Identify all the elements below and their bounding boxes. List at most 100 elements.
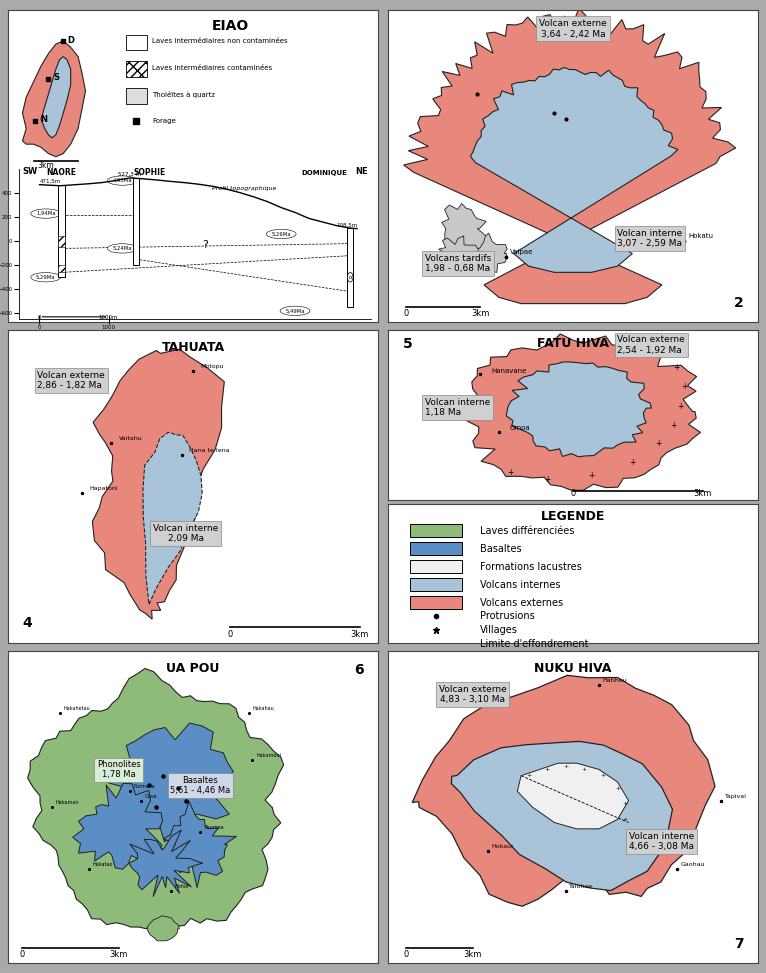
Text: 3km: 3km: [693, 489, 712, 498]
Polygon shape: [506, 362, 651, 456]
Text: Volcan interne
3,07 - 2,59 Ma: Volcan interne 3,07 - 2,59 Ma: [617, 229, 683, 248]
Text: 1: 1: [354, 296, 364, 309]
Text: Omoa: Omoa: [510, 425, 531, 431]
Text: EIAO: EIAO: [211, 19, 249, 33]
Text: +: +: [414, 651, 421, 657]
Text: Hakahau: Hakahau: [252, 706, 274, 711]
Polygon shape: [404, 9, 735, 304]
Text: N: N: [40, 115, 47, 125]
Text: Taiohae: Taiohae: [569, 884, 594, 889]
Text: Phonolites
1,78 Ma: Phonolites 1,78 Ma: [97, 760, 141, 779]
Text: Hakatao: Hakatao: [93, 862, 113, 867]
Bar: [410, 560, 462, 573]
Text: Hatiheu: Hatiheu: [603, 678, 627, 683]
Text: +: +: [581, 767, 587, 772]
Text: Protrusions: Protrusions: [480, 611, 535, 622]
Text: UA HUKA: UA HUKA: [542, 20, 604, 34]
Text: 3km: 3km: [110, 950, 128, 959]
Bar: [126, 35, 146, 51]
Text: +: +: [681, 381, 687, 390]
Text: 0: 0: [228, 630, 233, 638]
Polygon shape: [155, 801, 237, 887]
Text: Volcans tardifs
1,98 - 0,68 Ma: Volcans tardifs 1,98 - 0,68 Ma: [424, 254, 491, 273]
Text: +: +: [600, 774, 605, 778]
Polygon shape: [41, 56, 70, 138]
Text: +: +: [655, 439, 661, 449]
Text: 2: 2: [734, 296, 744, 309]
Text: LEGENDE: LEGENDE: [541, 510, 605, 523]
Text: Vaipae: Vaipae: [510, 248, 533, 255]
Polygon shape: [442, 203, 486, 255]
Text: Limite d'effondrement: Limite d'effondrement: [480, 639, 589, 649]
Text: 0: 0: [20, 950, 25, 959]
Text: +: +: [526, 774, 531, 778]
Text: Tholéïtes à quartz: Tholéïtes à quartz: [152, 90, 215, 97]
Text: Hapatoni: Hapatoni: [89, 486, 118, 490]
Bar: [126, 88, 146, 103]
Text: 0: 0: [404, 309, 409, 318]
Text: Volcan externe
4,83 - 3,10 Ma: Volcan externe 4,83 - 3,10 Ma: [439, 685, 507, 704]
Text: Hane: Hane: [662, 227, 680, 233]
Text: TAHUATA: TAHUATA: [162, 342, 224, 354]
Text: 5: 5: [402, 337, 412, 351]
Polygon shape: [73, 783, 162, 869]
Text: Vaitahu: Vaitahu: [119, 436, 142, 441]
Text: Laves intermédiaires non contaminées: Laves intermédiaires non contaminées: [152, 38, 288, 44]
Text: Volcans internes: Volcans internes: [480, 580, 561, 590]
Polygon shape: [105, 723, 234, 842]
Polygon shape: [148, 916, 179, 941]
Text: Volcans externes: Volcans externes: [480, 597, 564, 607]
Text: +: +: [677, 402, 684, 411]
Polygon shape: [22, 41, 86, 157]
Text: Volcan interne
2,09 Ma: Volcan interne 2,09 Ma: [153, 524, 218, 543]
Text: +: +: [459, 651, 465, 657]
Text: Hakamoui: Hakamoui: [256, 753, 281, 758]
Text: Forage: Forage: [152, 118, 176, 124]
Text: Oave: Oave: [145, 794, 158, 799]
Text: Formations lacustres: Formations lacustres: [480, 561, 582, 571]
Text: Basaltes: Basaltes: [480, 544, 522, 554]
Text: 3km: 3km: [38, 161, 54, 169]
Text: FATU HIVA: FATU HIVA: [537, 337, 609, 350]
Polygon shape: [470, 67, 678, 272]
Bar: [410, 596, 462, 609]
Text: S: S: [53, 73, 59, 82]
Text: NUKU HIVA: NUKU HIVA: [535, 662, 612, 674]
Text: +: +: [588, 471, 594, 481]
Text: UA POU: UA POU: [166, 662, 220, 674]
Text: +: +: [622, 802, 627, 807]
Text: +: +: [655, 347, 661, 357]
Bar: [126, 61, 146, 77]
Bar: [410, 542, 462, 555]
Text: +: +: [507, 468, 513, 477]
Text: 7: 7: [734, 937, 744, 951]
Text: Hakahetau: Hakahetau: [64, 706, 90, 711]
Text: 3km: 3km: [463, 950, 482, 959]
Text: Basaltes
5,61 - 4,46 Ma: Basaltes 5,61 - 4,46 Ma: [170, 775, 231, 795]
Text: Gaohau: Gaohau: [680, 862, 705, 867]
Text: Paumea: Paumea: [204, 825, 224, 830]
Text: +: +: [437, 651, 443, 657]
Text: Hokaui: Hokaui: [492, 844, 513, 848]
Text: Ligne de crête: Ligne de crête: [480, 653, 550, 664]
Text: 3km: 3km: [351, 630, 369, 638]
Text: +: +: [673, 363, 680, 372]
Text: Volcan interne
1,18 Ma: Volcan interne 1,18 Ma: [424, 398, 490, 417]
Text: Volcan externe
2,54 - 1,92 Ma: Volcan externe 2,54 - 1,92 Ma: [617, 336, 686, 355]
Text: Hohoi: Hohoi: [175, 884, 188, 889]
Text: D: D: [67, 36, 75, 45]
Text: +: +: [447, 651, 453, 657]
Text: +: +: [622, 817, 627, 822]
Text: 6: 6: [354, 664, 364, 677]
Text: +: +: [563, 764, 568, 769]
Polygon shape: [439, 235, 479, 270]
Text: +: +: [545, 767, 550, 772]
Text: 4: 4: [22, 616, 32, 631]
Text: Hakaman: Hakaman: [56, 800, 80, 805]
Text: 0: 0: [571, 489, 575, 498]
Text: +: +: [629, 458, 636, 467]
Text: +: +: [425, 651, 431, 657]
Polygon shape: [450, 234, 507, 273]
Polygon shape: [451, 741, 673, 890]
Text: Hokatu: Hokatu: [688, 233, 713, 239]
